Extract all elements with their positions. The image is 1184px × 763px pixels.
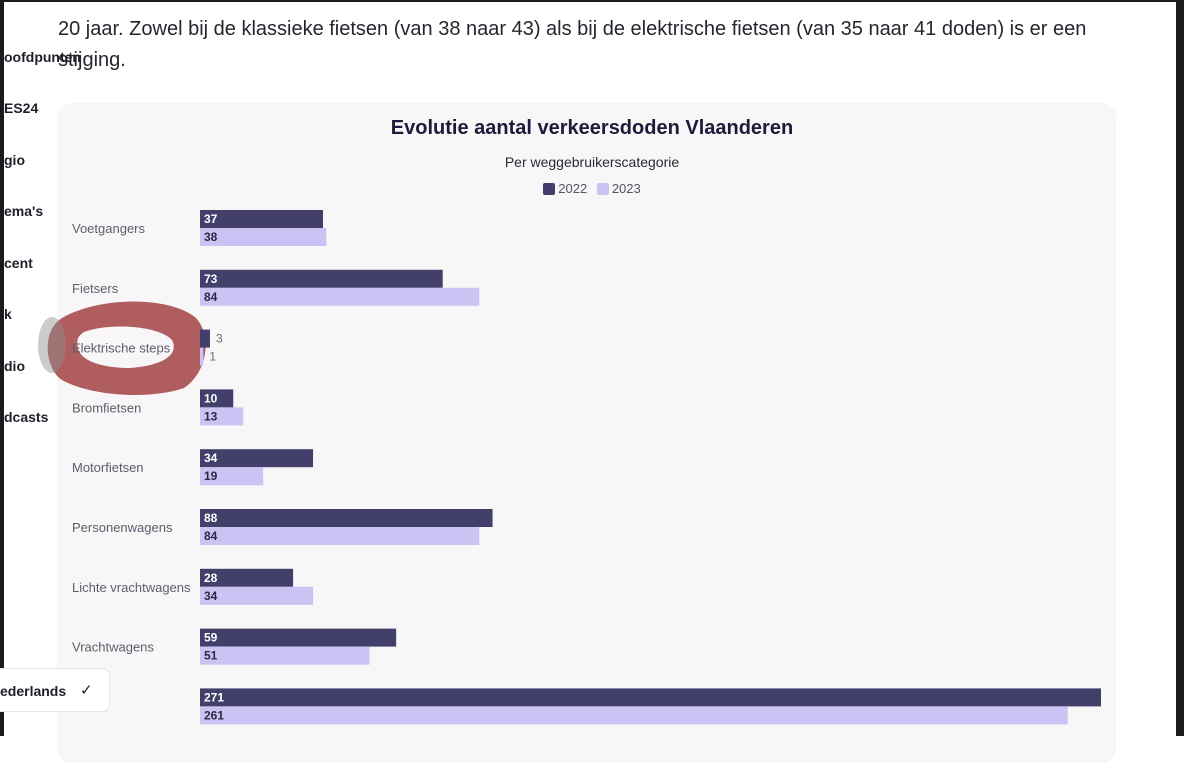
bar-2023-personenwagens: [200, 527, 480, 545]
data-label-2022-fietsers: 73: [204, 272, 218, 286]
data-label-2022-voetgangers: 37: [204, 212, 218, 226]
category-label-elektrische-steps: Elektrische steps: [72, 341, 171, 356]
sidebar-item-recent[interactable]: cent: [4, 255, 33, 271]
bar-2022-personenwagens: [200, 509, 493, 527]
language-label: ederlands: [0, 683, 67, 699]
category-label-bromfietsen: Bromfietsen: [72, 400, 141, 415]
bar-2022-totaal: [200, 688, 1101, 707]
sidebar-item-regio[interactable]: gio: [4, 152, 25, 168]
bar-2023-fietsers: [200, 287, 480, 306]
data-label-2023-bromfietsen: 13: [204, 409, 218, 423]
legend-item-2023[interactable]: 2023: [596, 181, 641, 196]
language-selector[interactable]: ederlands ✓: [0, 668, 110, 712]
data-label-2022-elektrische-steps: 3: [216, 332, 223, 346]
sidebar-item-podcasts[interactable]: dcasts: [4, 409, 49, 425]
data-label-2022-totaal: 271: [204, 690, 224, 704]
data-label-2023-totaal: 261: [204, 708, 224, 722]
bar-2022-voetgangers: [200, 210, 324, 228]
data-label-2022-motorfietsen: 34: [204, 451, 218, 465]
data-label-2023-vrachtwagens: 51: [204, 649, 218, 663]
data-label-2023-lichte-vrachtwagens: 34: [204, 589, 218, 603]
sidebar-item-radio[interactable]: dio: [4, 358, 25, 374]
data-label-2023-elektrische-steps: 1: [209, 350, 216, 364]
bar-2023-elektrische-steps: [200, 347, 204, 366]
category-label-motorfietsen: Motorfietsen: [72, 460, 144, 475]
annotation-shadow: [38, 317, 66, 373]
bar-2023-voetgangers: [200, 228, 327, 246]
sidebar-item-es24[interactable]: ES24: [4, 100, 39, 116]
article-paragraph: 20 jaar. Zowel bij de klassieke fietsen …: [58, 18, 1087, 71]
bar-2023-totaal: [200, 706, 1068, 725]
bar-2022-vrachtwagens: [200, 628, 397, 647]
category-label-lichte-vrachtwagens: Lichte vrachtwagens: [72, 580, 191, 595]
checkmark-icon: ✓: [80, 682, 93, 699]
data-label-2022-vrachtwagens: 59: [204, 631, 218, 645]
legend-swatch-2023: [596, 183, 609, 195]
category-label-personenwagens: Personenwagens: [72, 520, 173, 535]
bar-2022-fietsers: [200, 269, 443, 288]
sidebar-item-hoofdpunten[interactable]: oofdpunten: [4, 49, 81, 65]
data-label-2022-lichte-vrachtwagens: 28: [204, 571, 218, 585]
category-label-voetgangers: Voetgangers: [72, 221, 146, 236]
bar-2022-motorfietsen: [200, 449, 314, 468]
chart-title: Evolutie aantal verkeersdoden Vlaanderen: [390, 117, 794, 139]
bar-2023-lichte-vrachtwagens: [200, 586, 314, 605]
legend-item-2022[interactable]: 2022: [543, 181, 587, 196]
annotation-scribble: [47, 301, 206, 395]
sidebar-item-k[interactable]: k: [4, 306, 12, 322]
chart-subtitle: Per weggebruikerscategorie: [504, 154, 680, 170]
bar-2023-vrachtwagens: [200, 646, 370, 665]
window-frame-left: [0, 0, 4, 736]
window-frame-top: [0, 0, 1184, 2]
category-label-vrachtwagens: Vrachtwagens: [72, 640, 154, 655]
data-label-2023-fietsers: 84: [204, 290, 218, 304]
category-label-fietsers: Fietsers: [72, 281, 119, 296]
bar-2022-lichte-vrachtwagens: [200, 568, 294, 587]
legend-swatch-2022: [543, 183, 556, 195]
data-label-2023-voetgangers: 38: [204, 230, 218, 244]
window-frame-right: [1176, 0, 1184, 736]
bar-chart: Voetgangers 37 38 Fietsers 73 84 Elektrische s…: [38, 210, 1101, 725]
legend-label-2023: 2023: [611, 181, 641, 196]
data-label-2022-personenwagens: 88: [204, 511, 218, 525]
data-label-2022-bromfietsen: 10: [204, 391, 218, 405]
chart-legend: 2022 2023: [0, 181, 1184, 196]
bar-2023-motorfietsen: [200, 467, 264, 486]
sidebar-item-themas[interactable]: ema's: [4, 203, 44, 219]
bar-2022-bromfietsen: [200, 389, 234, 408]
bar-2023-bromfietsen: [200, 407, 244, 426]
legend-label-2022: 2022: [558, 181, 588, 196]
bar-2022-elektrische-steps: [200, 329, 210, 348]
data-label-2023-motorfietsen: 19: [204, 469, 218, 483]
data-label-2023-personenwagens: 84: [204, 529, 218, 543]
